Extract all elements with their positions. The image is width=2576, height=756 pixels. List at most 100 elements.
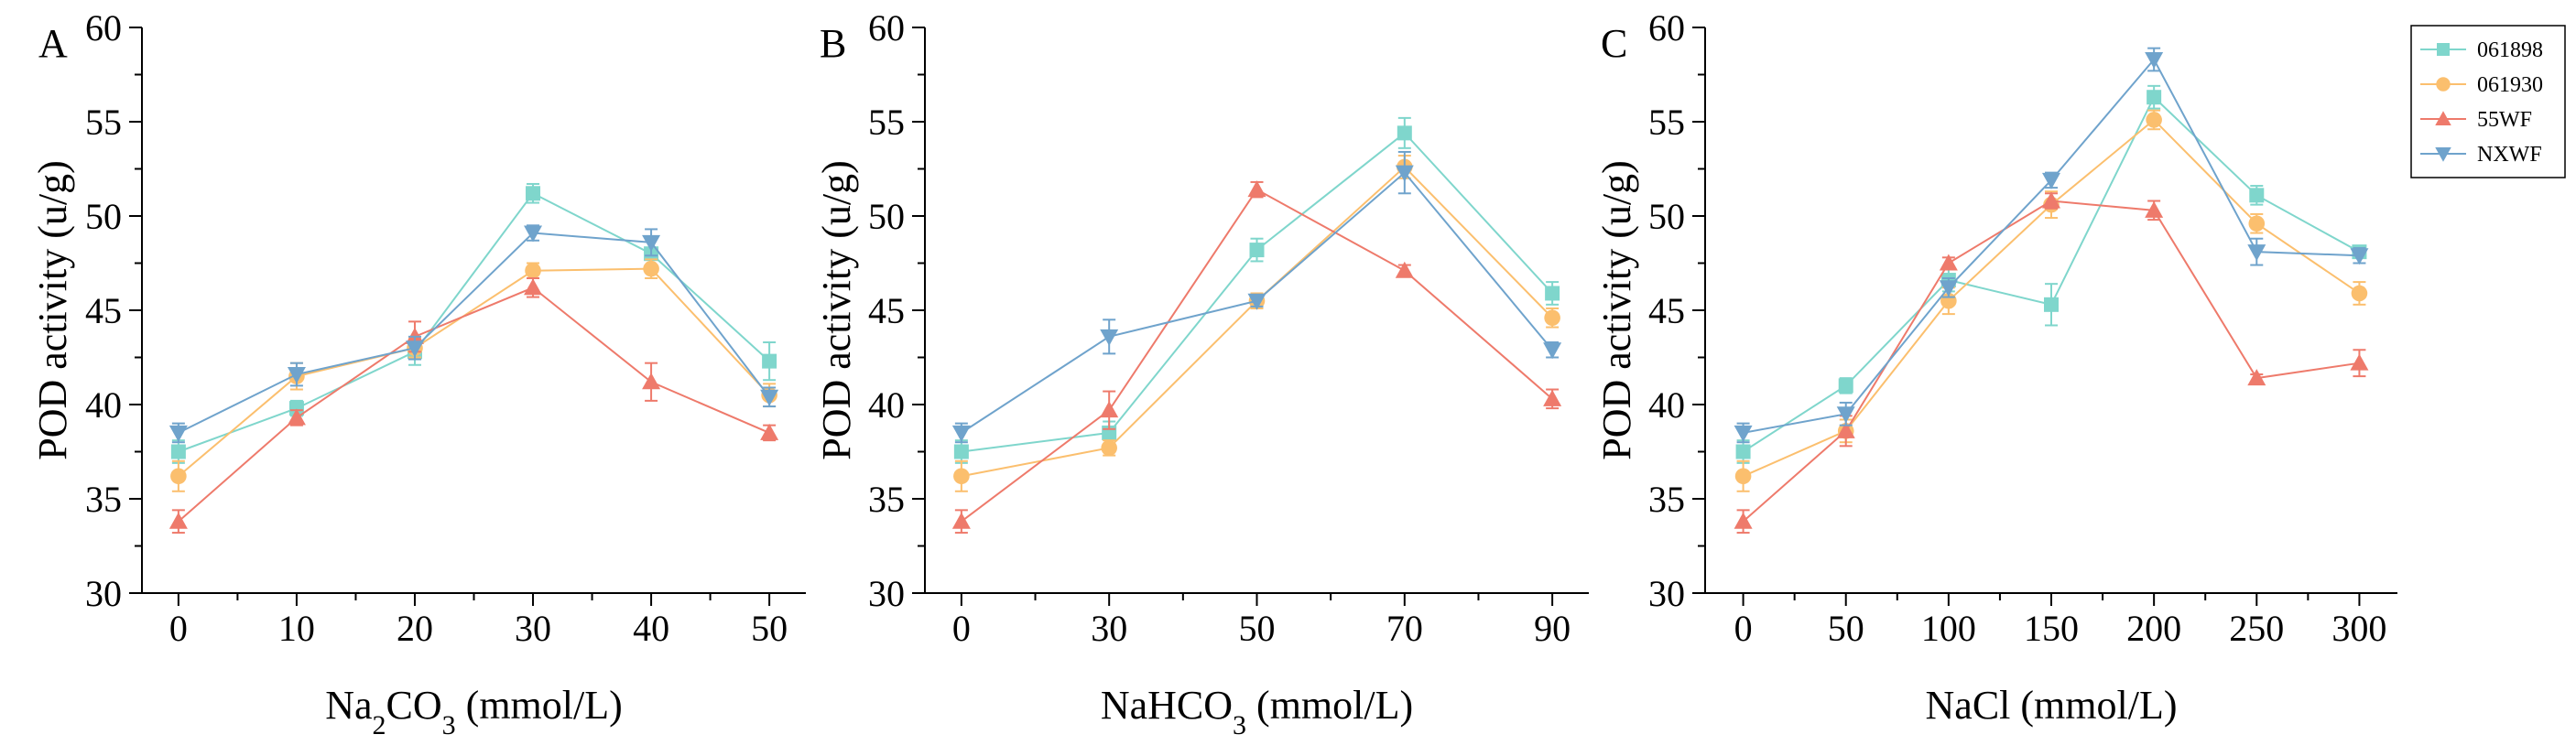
x-tick-label: 40 — [633, 608, 669, 649]
series-line — [178, 232, 770, 434]
data-point — [287, 367, 306, 384]
data-point — [1735, 444, 1751, 459]
data-point — [642, 234, 661, 252]
data-point — [643, 260, 659, 277]
x-tick-label: 150 — [2024, 608, 2079, 649]
data-point — [2044, 297, 2059, 312]
chart-panel-a: 30 35 40 45 50 55 60 0 10 20 30 40 50 A POD activity (… — [30, 7, 806, 740]
series-line — [178, 267, 770, 478]
x-tick-label: 50 — [751, 608, 788, 649]
data-point — [1543, 342, 1562, 360]
y-tick-label: 60 — [1648, 7, 1685, 49]
legend-label: 061898 — [2477, 38, 2543, 62]
data-point — [1734, 425, 1753, 442]
x-tick-label: 250 — [2229, 608, 2284, 649]
data-point — [524, 278, 543, 296]
series-061898 — [1735, 84, 2367, 464]
y-tick-label: 45 — [1648, 290, 1685, 331]
data-point — [2247, 244, 2266, 262]
data-point — [953, 468, 970, 485]
legend-label: NXWF — [2477, 143, 2542, 167]
y-tick-label: 55 — [868, 102, 905, 143]
data-point — [953, 444, 969, 459]
y-tick-label: 30 — [868, 573, 905, 614]
data-point — [405, 340, 424, 358]
y-tick-label: 35 — [85, 479, 122, 520]
series-061898 — [170, 182, 777, 464]
data-point — [2042, 191, 2060, 209]
series-nxwf — [168, 224, 779, 444]
x-title-part: (mmol/L) — [456, 683, 623, 728]
y-tick-label: 55 — [1648, 102, 1685, 143]
x-tick-label: 50 — [1239, 608, 1276, 649]
data-point — [168, 512, 188, 529]
data-point — [2247, 369, 2266, 386]
legend-entry-061898: 061898 — [2420, 38, 2543, 62]
legend-entry-061930: 061930 — [2420, 73, 2543, 97]
y-tick-label: 60 — [868, 7, 905, 49]
data-point — [524, 225, 543, 243]
legend-marker — [2435, 111, 2451, 125]
series-line — [178, 192, 770, 453]
x-title-part: (mmol/L) — [1246, 683, 1413, 728]
data-point — [170, 468, 187, 485]
y-tick-label: 50 — [868, 196, 905, 237]
data-point — [525, 262, 541, 279]
series-55wf — [1734, 191, 2369, 535]
series-nxwf — [1734, 47, 2369, 444]
legend-entry-55wf: 55WF — [2420, 108, 2532, 132]
data-point — [2249, 188, 2265, 203]
data-point — [170, 444, 186, 459]
x-title-part: Na — [325, 683, 372, 728]
y-tick-label: 55 — [85, 102, 122, 143]
data-point — [2248, 215, 2266, 232]
data-point — [1939, 254, 1958, 271]
legend-entry-nxwf: NXWF — [2420, 143, 2542, 167]
y-axis-title: POD activity (u/g) — [1594, 160, 1639, 460]
data-point — [1249, 243, 1265, 258]
y-tick-label: 60 — [85, 7, 122, 49]
data-point — [951, 512, 971, 529]
panel-letter: B — [820, 21, 846, 66]
y-tick-label: 35 — [1648, 479, 1685, 520]
y-tick-label: 45 — [85, 290, 122, 331]
x-tick-label: 70 — [1386, 608, 1423, 649]
data-point — [1100, 401, 1119, 418]
series-line — [178, 286, 770, 523]
y-tick-label: 50 — [1648, 196, 1685, 237]
x-tick-label: 30 — [515, 608, 551, 649]
data-point — [1838, 378, 1853, 394]
x-title-subscript: 3 — [442, 710, 456, 740]
series-061898 — [953, 116, 1560, 464]
x-tick-label: 20 — [397, 608, 433, 649]
data-point — [2350, 248, 2369, 265]
x-tick-label: 0 — [1734, 608, 1753, 649]
chart-panel-c: 30 35 40 45 50 55 60 0 50 100 150 200 250 300 C POD act… — [1594, 7, 2397, 728]
series-line — [1742, 200, 2360, 523]
x-tick-label: 30 — [1091, 608, 1127, 649]
x-title-part: NaHCO — [1101, 683, 1233, 728]
panel-letter: A — [38, 21, 68, 66]
data-point — [526, 186, 541, 201]
panel-letter: C — [1601, 21, 1627, 66]
legend: 061898 061930 55WF NXWF — [2410, 25, 2566, 178]
x-tick-label: 10 — [278, 608, 315, 649]
y-tick-label: 40 — [1648, 384, 1685, 426]
x-title-part: NaCl (mmol/L) — [1926, 683, 2178, 728]
data-point — [951, 425, 971, 442]
legend-marker — [2437, 43, 2450, 56]
data-point — [287, 408, 306, 426]
series-nxwf — [951, 150, 1562, 444]
legend-label: 55WF — [2477, 108, 2532, 132]
y-axis-title: POD activity (u/g) — [814, 160, 859, 460]
x-tick-label: 0 — [952, 608, 971, 649]
x-title-subscript: 2 — [373, 710, 386, 740]
legend-marker — [2436, 77, 2451, 92]
y-tick-label: 30 — [1648, 573, 1685, 614]
y-tick-label: 45 — [868, 290, 905, 331]
data-point — [1395, 261, 1414, 278]
chart-panel-b: 30 35 40 45 50 55 60 0 30 50 70 90 B POD activity (u/… — [814, 7, 1589, 740]
x-tick-label: 200 — [2126, 608, 2181, 649]
data-point — [1395, 165, 1414, 182]
data-point — [1247, 180, 1266, 198]
